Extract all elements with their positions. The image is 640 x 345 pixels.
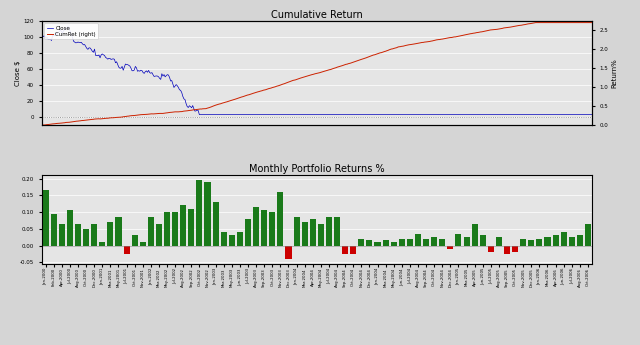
Bar [480,236,486,246]
Bar [536,239,543,246]
Bar [520,239,526,246]
Line: CumRet (right): CumRet (right) [42,22,592,125]
Bar [245,219,251,246]
Bar [261,210,268,246]
Bar [148,217,154,246]
Bar [342,246,348,254]
Bar [390,242,397,246]
Bar [172,212,178,246]
Close [367,112,375,117]
Bar [545,237,550,246]
Line: Close: Close [42,27,592,115]
Bar [269,212,275,246]
Bar [528,240,534,246]
Bar [51,214,57,246]
Bar [99,242,106,246]
Close [577,112,585,117]
Bar [43,190,49,246]
Bar [285,246,291,259]
Bar [358,239,364,246]
Bar [496,237,502,246]
Bar [561,232,566,246]
Bar [180,205,186,246]
Bar [188,209,195,246]
CumRet (right) [489,28,497,32]
Close [588,112,596,117]
Bar [463,237,470,246]
Bar [212,202,219,246]
Bar [399,239,405,246]
Bar [488,246,494,252]
Bar [423,239,429,246]
CumRet (right) [38,123,45,127]
Bar [310,219,316,246]
Close [38,35,45,39]
Bar [124,246,130,254]
CumRet (right) [588,20,596,24]
Close [491,112,499,117]
Bar [164,212,170,246]
Y-axis label: Close $: Close $ [15,60,20,86]
Y-axis label: Return%: Return% [611,58,617,88]
Bar [301,222,308,246]
Bar [439,239,445,246]
Bar [108,222,113,246]
Legend: Close, CumRet (right): Close, CumRet (right) [44,23,99,39]
Bar [318,224,324,246]
CumRet (right) [299,75,307,79]
Bar [75,224,81,246]
Bar [67,210,73,246]
Bar [350,246,356,254]
Bar [221,232,227,246]
Bar [196,180,202,246]
Bar [205,182,211,246]
Bar [115,217,122,246]
Bar [504,246,510,254]
Bar [472,224,477,246]
Bar [383,240,388,246]
Bar [156,224,162,246]
Bar [253,207,259,246]
Bar [277,192,284,246]
Bar [294,217,300,246]
CumRet (right) [365,55,373,59]
Bar [552,236,559,246]
Bar [326,217,332,246]
Title: Cumulative Return: Cumulative Return [271,10,363,20]
Bar [577,236,583,246]
Close [305,112,312,117]
Bar [374,242,381,246]
Bar [132,236,138,246]
Bar [334,217,340,246]
Bar [59,224,65,246]
Title: Monthly Portfolio Returns %: Monthly Portfolio Returns % [249,165,385,175]
Bar [456,234,461,246]
Bar [431,237,437,246]
Bar [407,239,413,246]
Bar [237,232,243,246]
Bar [415,234,421,246]
Close [301,112,309,117]
Bar [447,246,453,249]
Bar [512,246,518,252]
Bar [83,229,89,246]
CumRet (right) [576,20,584,24]
Bar [585,224,591,246]
Bar [228,236,235,246]
Bar [91,224,97,246]
CumRet (right) [303,74,310,78]
Close [64,24,72,29]
Bar [366,240,372,246]
CumRet (right) [335,65,343,69]
CumRet (right) [532,20,540,24]
Close [195,112,203,117]
Bar [140,242,146,246]
Close [338,112,346,117]
Bar [569,237,575,246]
